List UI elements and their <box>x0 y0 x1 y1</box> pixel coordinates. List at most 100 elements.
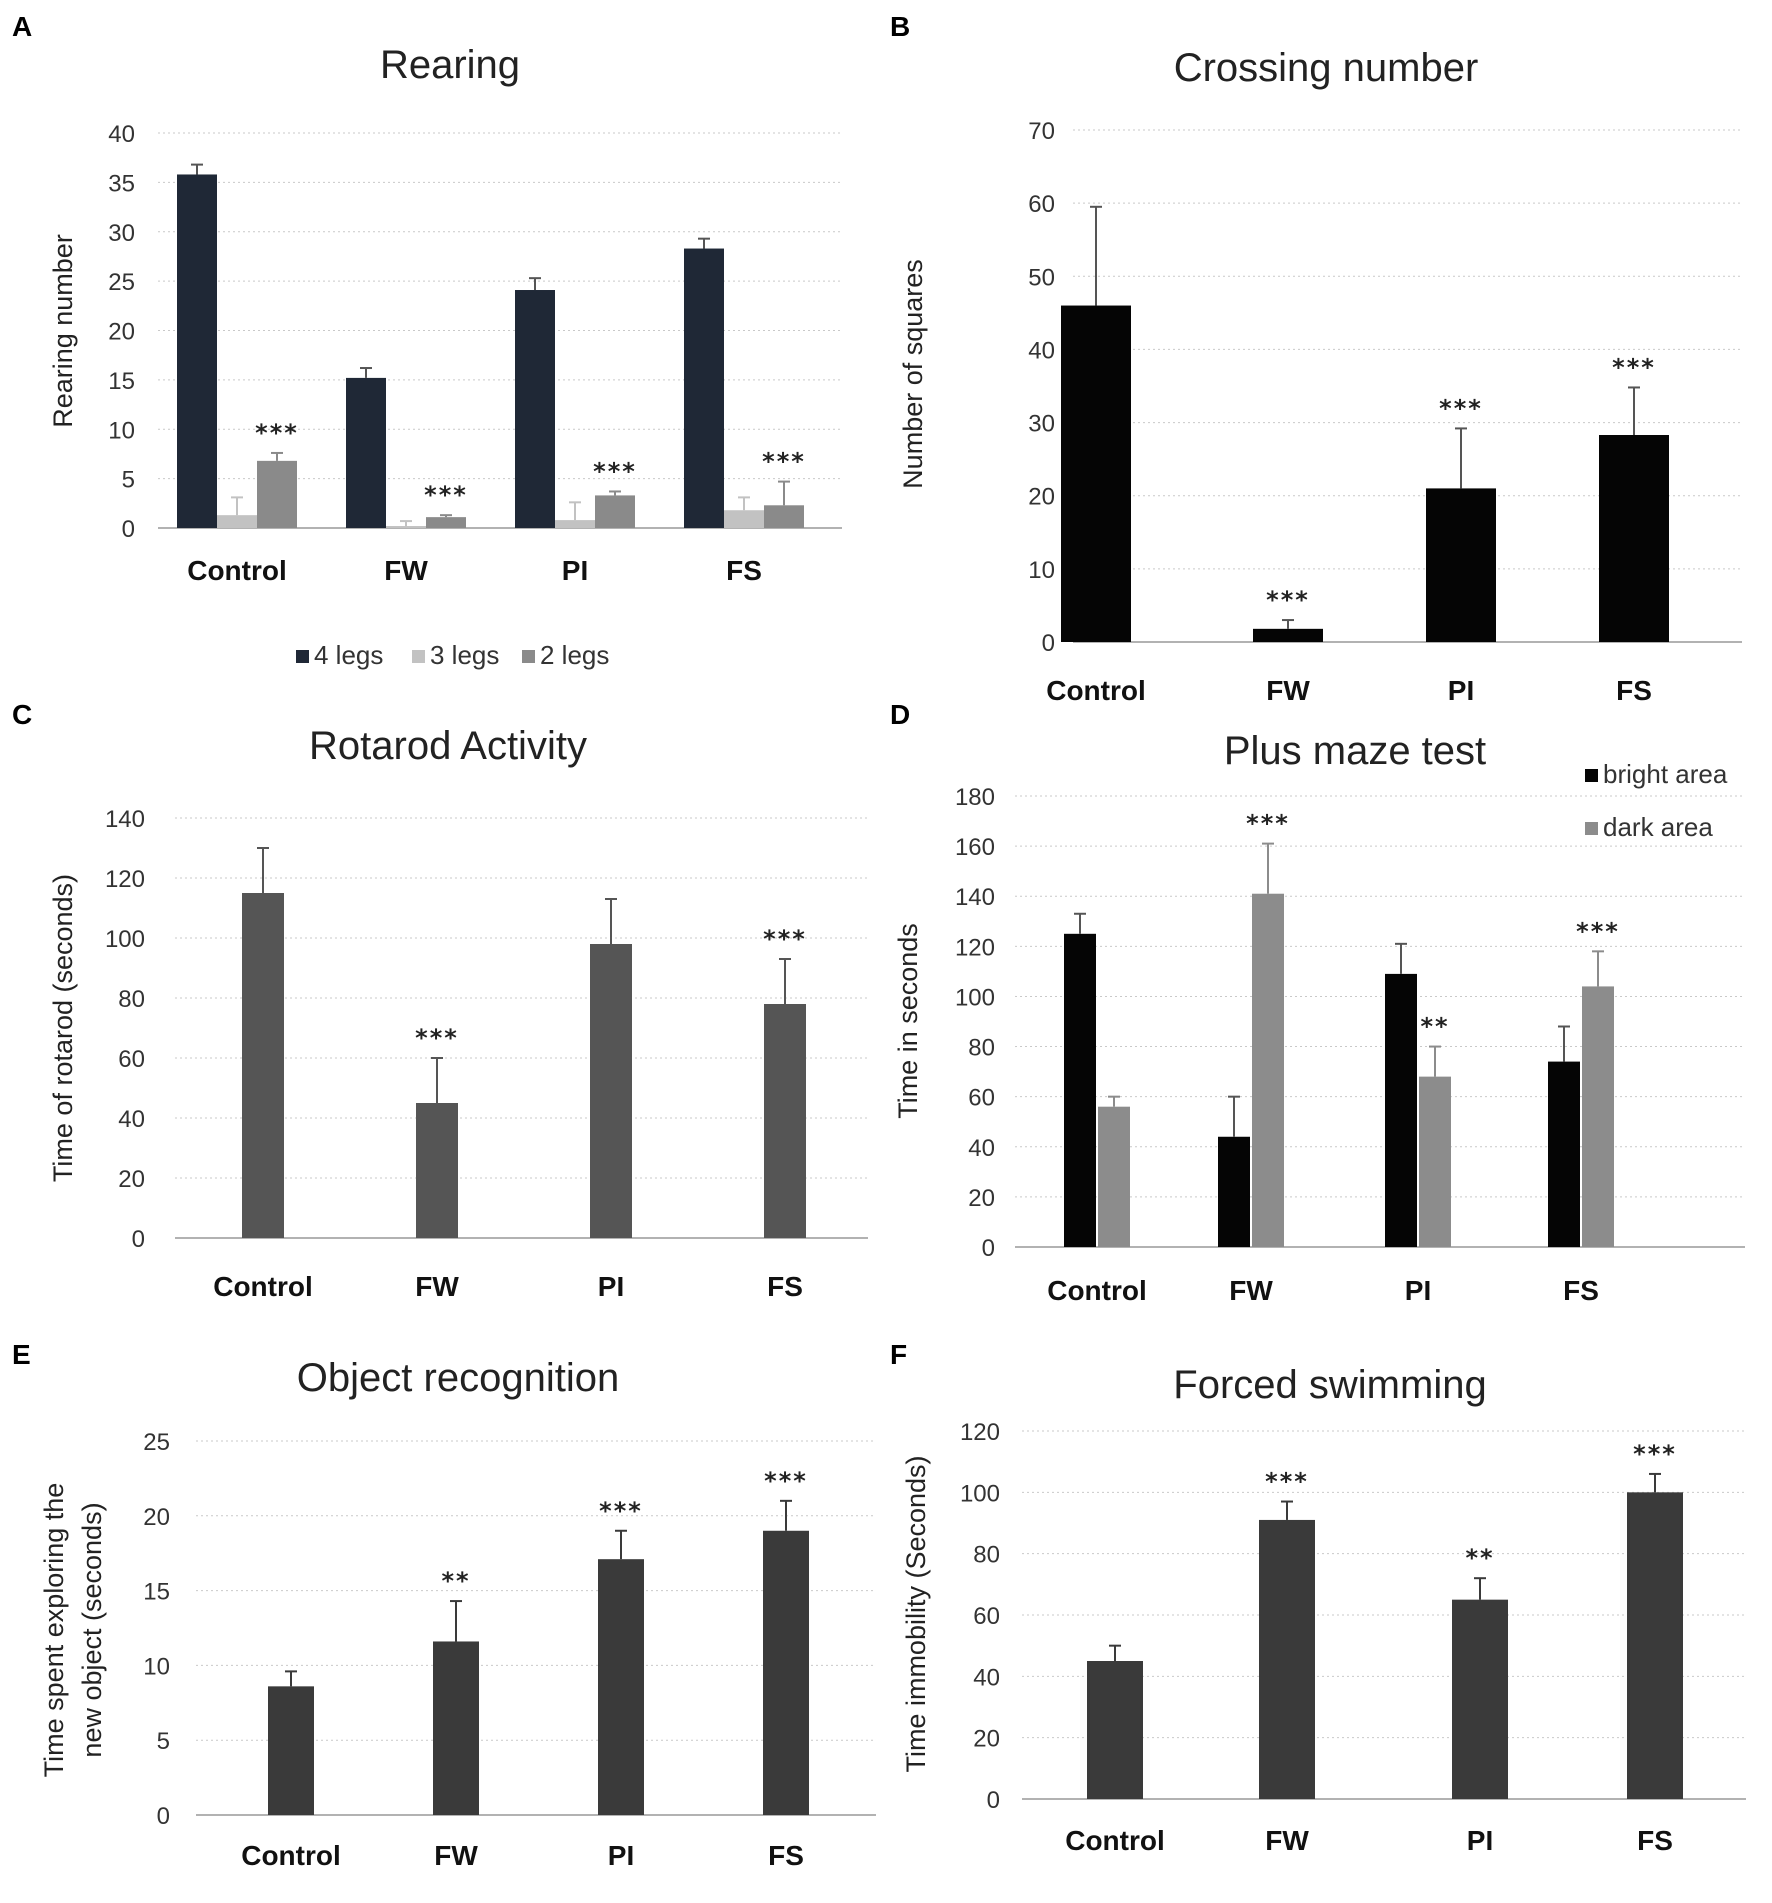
y-tick-label: 5 <box>157 1728 170 1755</box>
significance-marker: *** <box>415 1024 459 1052</box>
legend-swatch <box>522 650 535 663</box>
x-tick-label: FW <box>1265 1825 1309 1856</box>
y-tick-label: 10 <box>1028 557 1055 584</box>
x-tick-label: FS <box>1616 675 1652 706</box>
y-tick-label: 30 <box>108 220 135 247</box>
significance-marker: *** <box>1266 586 1310 614</box>
y-axis-label: Rearing number <box>48 234 78 428</box>
y-tick-label: 0 <box>132 1226 145 1253</box>
x-tick-label: Control <box>213 1271 313 1302</box>
y-axis-label: new object (seconds) <box>77 1502 107 1757</box>
panel-e: E Object recognition 0 5 10 15 20 25 Time spent … <box>12 1339 876 1871</box>
y-tick-label: 120 <box>960 1419 1000 1446</box>
y-tick-label: 20 <box>968 1185 995 1212</box>
panel-b: B Crossing number 0 10 20 30 40 50 60 70 Number of… <box>890 11 1742 706</box>
significance-marker: *** <box>255 419 299 447</box>
bar <box>515 290 555 528</box>
y-tick-label: 120 <box>105 866 145 893</box>
y-tick-label: 120 <box>955 934 995 961</box>
legend-label: dark area <box>1603 812 1713 842</box>
y-tick-label: 40 <box>118 1106 145 1133</box>
significance-marker: *** <box>1439 394 1483 422</box>
legend: bright area dark area <box>1585 759 1728 842</box>
bar <box>1061 305 1131 642</box>
legend-label: bright area <box>1603 759 1728 789</box>
bar <box>1599 435 1669 642</box>
y-tick-label: 40 <box>1028 337 1055 364</box>
panel-letter: A <box>12 11 32 42</box>
panel-letter: C <box>12 699 32 730</box>
x-tick-label: PI <box>1405 1275 1431 1306</box>
y-tick-label: 70 <box>1028 118 1055 145</box>
bar <box>555 520 595 528</box>
bar <box>386 526 426 528</box>
y-tick-label: 35 <box>108 170 135 197</box>
legend-swatch <box>1585 769 1598 782</box>
y-tick-label: 80 <box>973 1542 1000 1569</box>
chart-title: Rearing <box>380 43 520 87</box>
y-tick-label: 60 <box>118 1046 145 1073</box>
y-tick-label: 0 <box>122 516 135 543</box>
bar <box>1582 986 1614 1247</box>
y-tick-label: 20 <box>118 1166 145 1193</box>
y-tick-label: 0 <box>1042 630 1055 657</box>
y-tick-label: 100 <box>955 984 995 1011</box>
x-tick-label: FW <box>384 555 428 586</box>
x-tick-label: FS <box>768 1840 804 1871</box>
significance-marker: *** <box>763 925 807 953</box>
y-axis-label: Time immobility (Seconds) <box>901 1455 931 1772</box>
bar <box>177 174 217 528</box>
bar <box>724 510 764 528</box>
x-tick-label: Control <box>1065 1825 1165 1856</box>
y-tick-label: 40 <box>973 1664 1000 1691</box>
significance-marker: *** <box>593 457 637 485</box>
panel-letter: F <box>890 1339 907 1370</box>
significance-marker: *** <box>1265 1468 1309 1496</box>
y-tick-label: 60 <box>1028 191 1055 218</box>
x-tick-label: FS <box>767 1271 803 1302</box>
bar <box>764 505 804 528</box>
y-axis-label: Time spent exploring the <box>39 1483 69 1778</box>
y-tick-label: 15 <box>143 1579 170 1606</box>
chart-title: Object recognition <box>297 1356 619 1400</box>
x-tick-label: Control <box>241 1840 341 1871</box>
bar <box>257 460 297 528</box>
significance-marker: *** <box>1612 353 1656 381</box>
bar <box>1452 1599 1508 1799</box>
y-tick-label: 20 <box>108 319 135 346</box>
chart-title: Rotarod Activity <box>309 724 587 768</box>
y-tick-label: 140 <box>105 806 145 833</box>
bar <box>433 1641 479 1815</box>
y-tick-label: 140 <box>955 884 995 911</box>
y-tick-label: 20 <box>973 1726 1000 1753</box>
bar <box>1253 628 1323 642</box>
x-tick-label: PI <box>598 1271 624 1302</box>
y-tick-label: 180 <box>955 784 995 811</box>
bar <box>1426 488 1496 642</box>
y-tick-label: 160 <box>955 834 995 861</box>
bar <box>1385 973 1417 1247</box>
bar <box>268 1686 314 1815</box>
bar <box>217 515 257 528</box>
y-tick-label: 0 <box>982 1235 995 1262</box>
significance-marker: *** <box>599 1497 643 1525</box>
panel-c: C Rotarod Activity 0 20 40 60 80 100 120 140 Time … <box>12 699 868 1302</box>
panel-d: D Plus maze test 0 20 40 60 80 100 120 140 160 180 T… <box>890 699 1745 1306</box>
chart-title: Plus maze test <box>1224 729 1486 773</box>
x-tick-label: PI <box>562 555 588 586</box>
x-tick-label: FW <box>434 1840 478 1871</box>
legend-label: 2 legs <box>540 640 609 670</box>
panel-letter: E <box>12 1339 31 1370</box>
y-tick-label: 100 <box>105 926 145 953</box>
significance-marker: ** <box>441 1567 470 1595</box>
bar <box>1087 1661 1143 1799</box>
significance-marker: *** <box>424 481 468 509</box>
bar <box>426 517 466 528</box>
bar <box>1218 1136 1250 1247</box>
x-tick-label: FW <box>1229 1275 1273 1306</box>
x-tick-label: FW <box>415 1271 459 1302</box>
bar <box>590 944 632 1238</box>
chart-title: Crossing number <box>1174 46 1479 90</box>
x-tick-label: Control <box>187 555 287 586</box>
